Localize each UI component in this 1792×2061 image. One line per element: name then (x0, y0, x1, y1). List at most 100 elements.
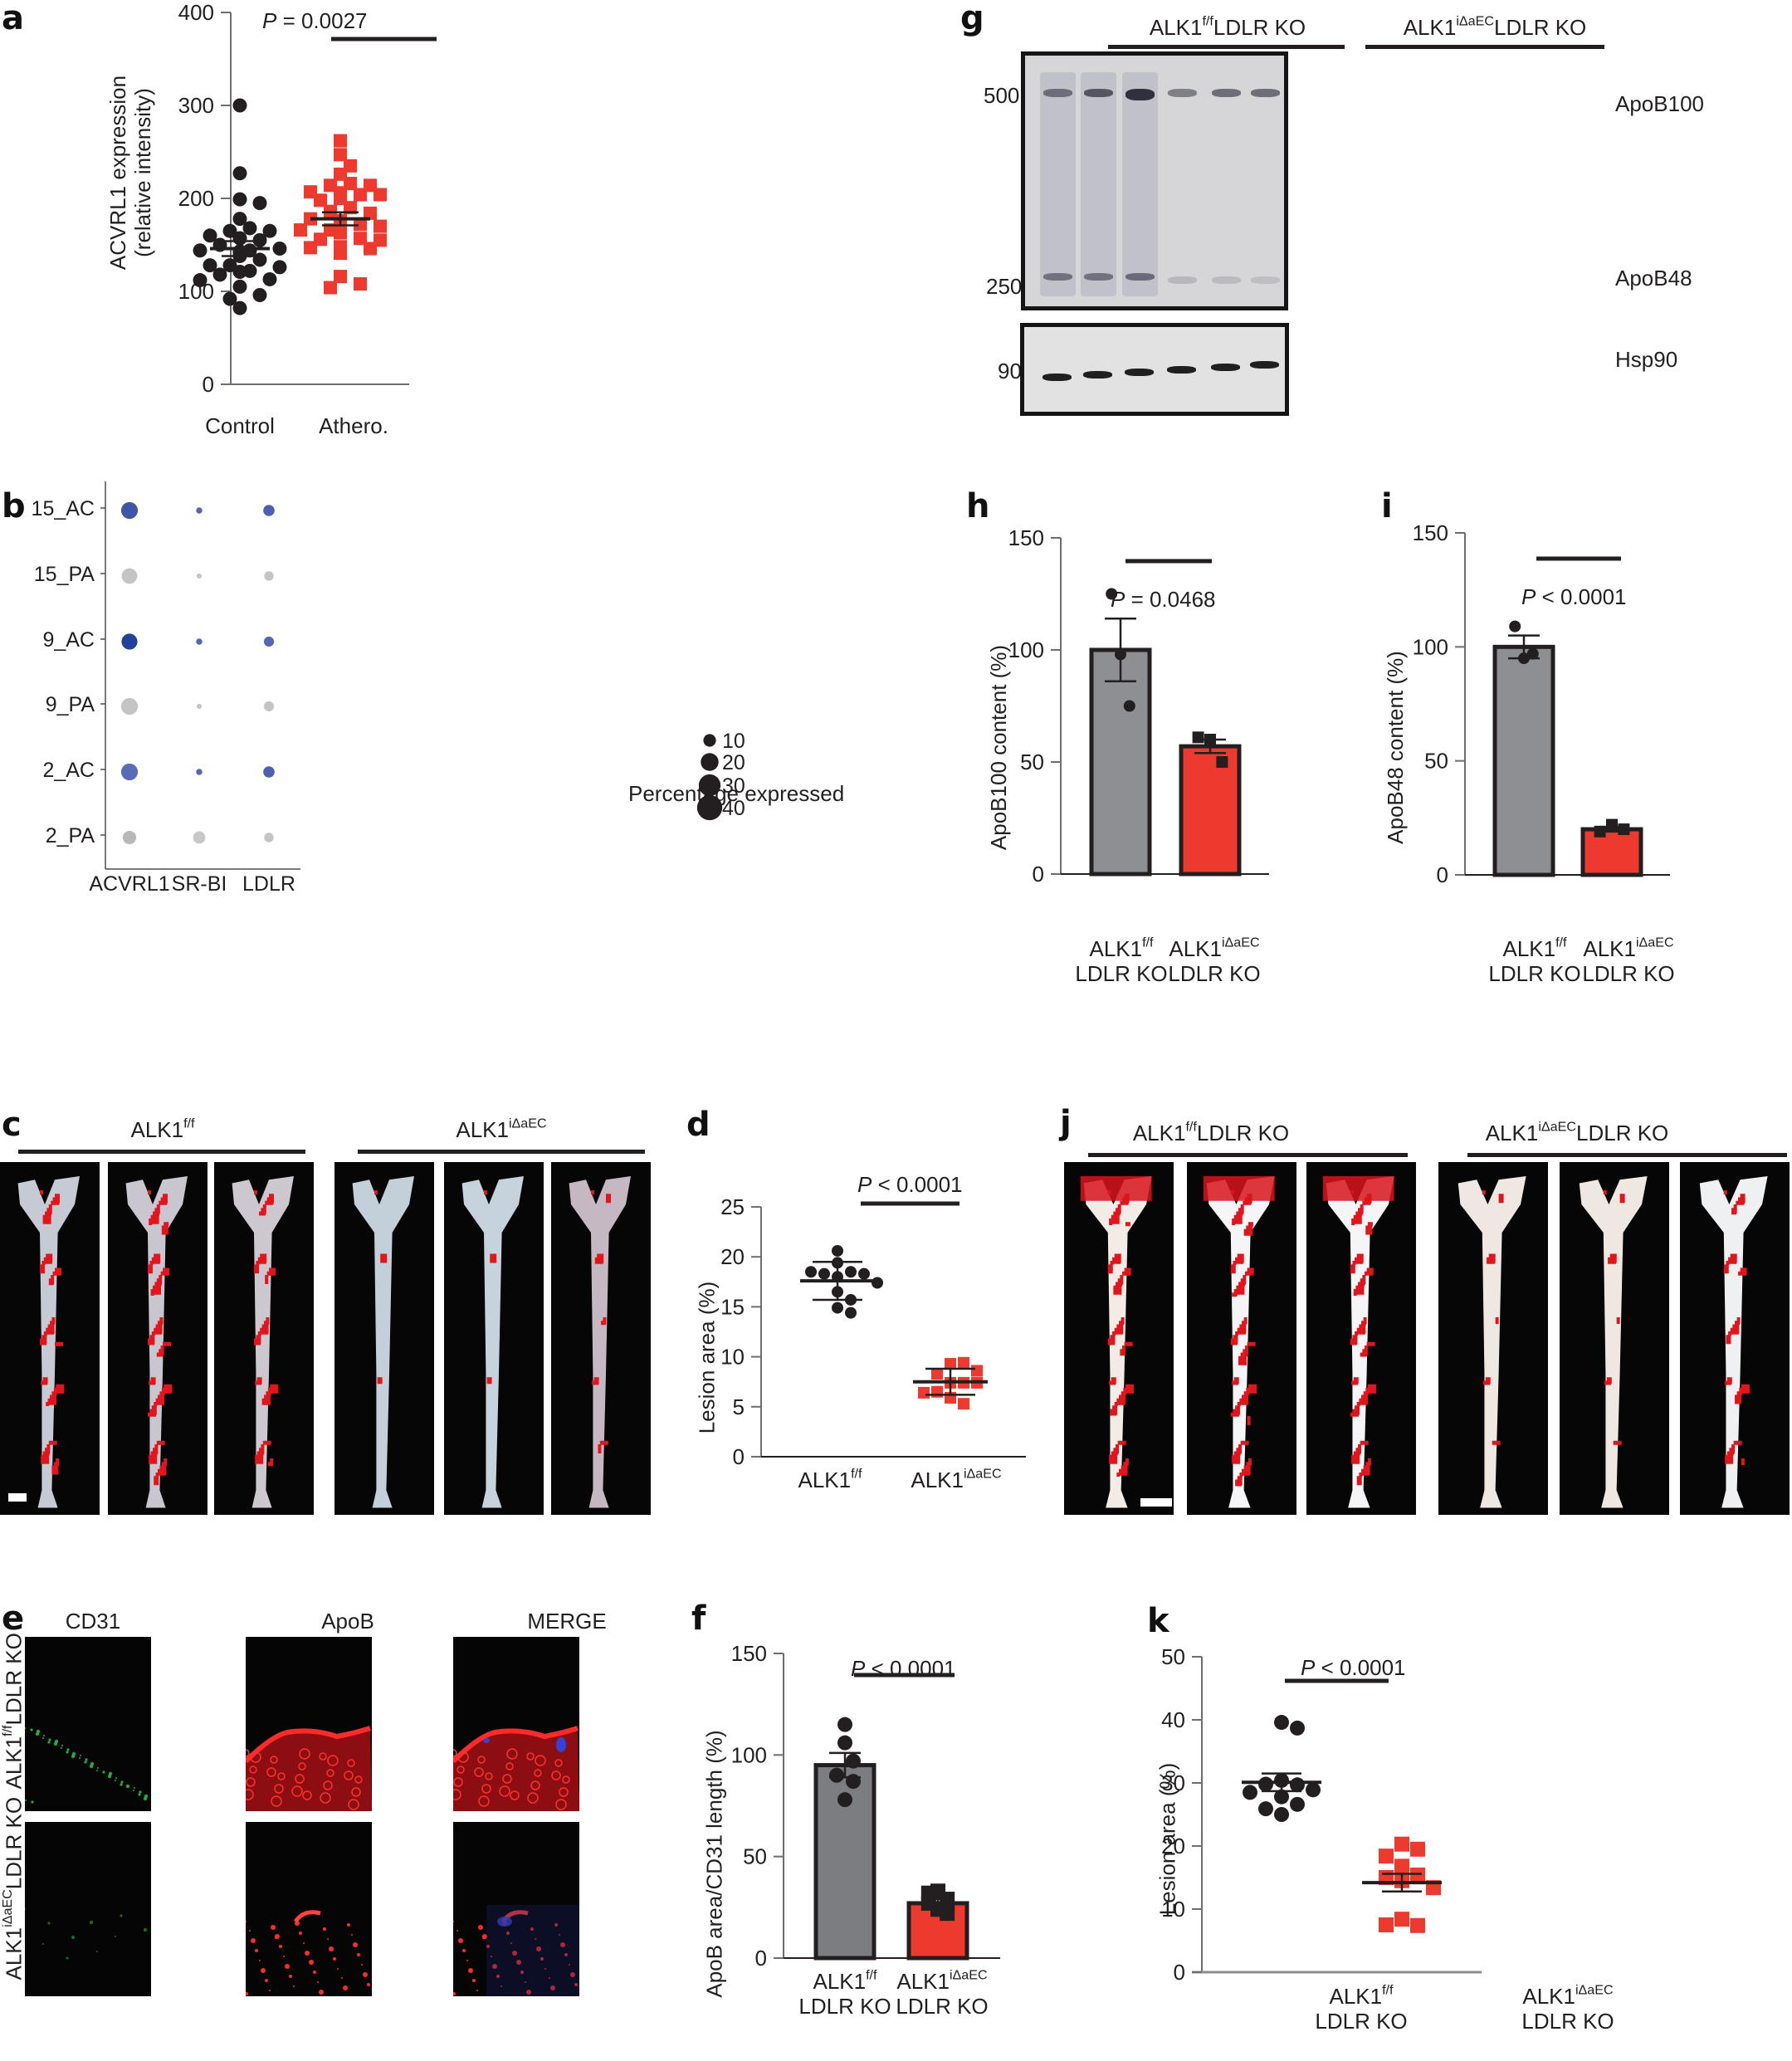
data-point (837, 1717, 852, 1732)
hsp90-band (1167, 366, 1196, 374)
y-tick-label: 20 (720, 1244, 745, 1269)
data-point (222, 223, 237, 238)
panel-f-xlabel-1: ALK1f/f LDLR KO (798, 1967, 891, 2019)
y-tick-label: 100 (731, 1742, 767, 1767)
panel-letter-c: c (2, 1106, 22, 1144)
data-point (858, 1267, 870, 1280)
panel-j-group1-label: ALK1f/fLDLR KO (1132, 1119, 1290, 1145)
data-point (1123, 700, 1135, 712)
panel-d-xlabel-2: ALK1iΔaEC (911, 1466, 1002, 1492)
data-point (846, 1753, 861, 1769)
panel-d-pvalue: P < 0.0001 (857, 1172, 963, 1197)
panel-a-pvalue: P = 0.0027 (262, 8, 368, 33)
row-label: 9_AC (42, 628, 95, 652)
row-label: 15_AC (32, 497, 95, 520)
apob100-band (1125, 89, 1155, 100)
panel-j-aorta-image-3 (1306, 1162, 1416, 1515)
hsp90-band (1250, 361, 1279, 369)
data-point (232, 166, 247, 181)
panel-c-group1-bar (18, 1150, 305, 1154)
panel-j-group2-label: ALK1iΔaECLDLR KO (1485, 1119, 1669, 1145)
row-label: 2_AC (42, 759, 95, 782)
data-point (1106, 588, 1118, 600)
data-point (262, 223, 277, 238)
hsp90-band (1042, 374, 1072, 381)
panel-g-group2-label: ALK1iΔaECLDLR KO (1403, 13, 1587, 40)
y-tick-label: 50 (1161, 1644, 1185, 1669)
blot-lane-smear (1122, 72, 1158, 296)
bar (1492, 644, 1555, 877)
hsp90-band (1211, 364, 1240, 371)
panel-e-merge-row1-image (453, 1637, 579, 1811)
bar (1179, 744, 1242, 877)
apob48-band (1168, 276, 1197, 284)
panel-c-aorta-image-3 (214, 1162, 314, 1515)
data-point (354, 188, 367, 202)
expression-dot (196, 638, 203, 645)
panel-e-row1-label: ALK1f/fLDLR KO (0, 1633, 27, 1790)
expression-dot (120, 501, 139, 520)
y-tick-label: 20 (1161, 1834, 1185, 1858)
data-point (334, 148, 347, 162)
y-tick-label: 10 (720, 1345, 745, 1370)
panel-h-xlabel-1: ALK1f/f LDLR KO (1075, 935, 1168, 986)
data-point (846, 1774, 861, 1790)
expression-dot (193, 831, 206, 844)
panel-h-chart: 0 50 100 150 (1008, 525, 1269, 886)
apob100-band (1168, 89, 1197, 97)
panel-f-xlabel-2: ALK1iΔaEC LDLR KO (896, 1967, 989, 2019)
expression-dot (196, 507, 203, 514)
bar (1089, 647, 1152, 877)
data-point (272, 241, 287, 256)
data-point (252, 252, 267, 267)
data-point (242, 221, 257, 236)
panel-letter-b: b (2, 487, 26, 525)
panel-j-aorta-image-6 (1680, 1162, 1790, 1515)
data-point (314, 193, 327, 208)
data-point (1306, 1782, 1321, 1798)
expression-dot (120, 697, 139, 715)
panel-j-aorta-image-2 (1187, 1162, 1296, 1515)
panel-d-xlabel-1: ALK1f/f (798, 1466, 862, 1492)
panel-e-col-merge: MERGE (527, 1609, 607, 1634)
data-point (837, 1792, 852, 1808)
y-tick-label: 150 (1413, 520, 1448, 545)
y-tick-label: 200 (178, 186, 214, 211)
legend-label: 40 (722, 797, 745, 820)
column-label: LDLR (242, 872, 295, 896)
panel-g-band-hsp90: Hsp90 (1615, 347, 1678, 372)
panel-d-ylabel: Lesion area (%) (694, 1281, 720, 1434)
legend-dot (698, 774, 721, 797)
panel-c-aorta-image-2 (108, 1162, 208, 1515)
data-point (1290, 1720, 1305, 1736)
data-point (232, 300, 247, 315)
y-tick-label: 300 (178, 93, 214, 118)
panel-j-scale-bar (1140, 1498, 1172, 1507)
hsp90-band (1083, 371, 1112, 379)
data-point (364, 242, 377, 256)
panel-a-xlabel-control: Control (205, 413, 275, 438)
legend-dot (703, 734, 716, 747)
significance-bar (331, 37, 437, 42)
y-tick-label: 150 (1008, 525, 1044, 550)
y-tick-label: 50 (743, 1844, 767, 1869)
data-point (1509, 620, 1521, 632)
data-point (334, 270, 347, 284)
significance-bar (861, 1201, 959, 1206)
data-point (334, 134, 347, 148)
data-point (837, 1735, 852, 1751)
panel-f-chart: 0 50 100 150 (731, 1641, 1000, 1971)
data-point (931, 1385, 943, 1398)
data-point (252, 196, 267, 211)
data-point (818, 1267, 830, 1280)
panel-j-aorta-image-5 (1560, 1162, 1669, 1515)
panel-k-ylabel: Lesion area (%) (1155, 1762, 1180, 1916)
expression-dot (264, 833, 274, 842)
panel-c-group2-bar (358, 1150, 645, 1154)
expression-dot (263, 636, 275, 647)
panel-k-chart: 0 10 20 30 40 50 (1161, 1644, 1482, 1985)
y-tick-label: 0 (203, 372, 214, 397)
expression-dot (263, 766, 275, 778)
apob48-band (1212, 276, 1241, 284)
data-point (832, 1302, 843, 1314)
